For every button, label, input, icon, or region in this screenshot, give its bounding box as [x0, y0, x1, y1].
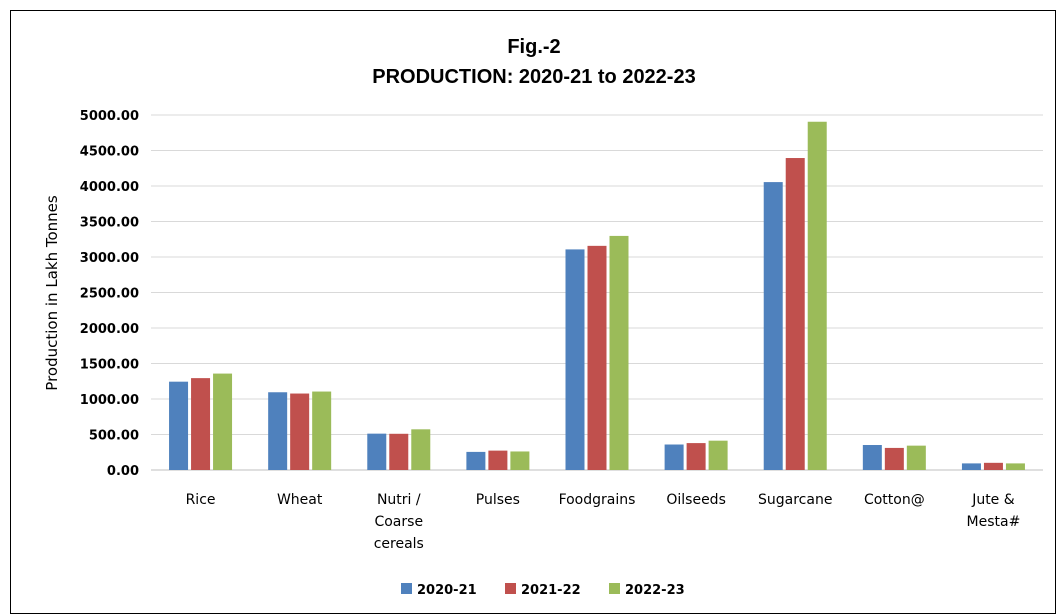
y-tick-label: 3000.00 [80, 251, 139, 266]
legend-label: 2020-21 [417, 583, 477, 598]
legend: 2020-21 2021-22 2022-23 [401, 583, 685, 598]
x-category-label: Nutri / Coarse cereals [374, 492, 424, 552]
legend-swatch [609, 583, 620, 594]
y-tick-label: 5000.00 [80, 109, 139, 124]
bar [213, 373, 233, 470]
bar [807, 121, 827, 471]
bar [268, 392, 288, 470]
bar [389, 433, 409, 470]
bar [169, 381, 189, 470]
y-tick-label: 1500.00 [80, 358, 139, 373]
bar-chart: Fig.-2 PRODUCTION: 2020-21 to 2022-23 Pr… [43, 36, 1043, 598]
legend-label: 2021-22 [521, 583, 581, 598]
x-category-label: Sugarcane [758, 492, 832, 508]
bar [609, 235, 629, 470]
x-category-label: Pulses [476, 492, 520, 508]
bar [1005, 463, 1025, 470]
y-axis-title: Production in Lakh Tonnes [43, 195, 61, 391]
x-category-label: Rice [186, 492, 216, 508]
bar [411, 429, 431, 470]
bar [290, 393, 310, 470]
bar [664, 444, 684, 470]
chart-title: Fig.-2 [507, 36, 560, 58]
bar [906, 445, 926, 470]
y-tick-label: 1000.00 [80, 393, 139, 408]
bar [312, 391, 332, 470]
y-axis-ticks: 0.00 500.00 1000.00 1500.00 2000.00 2500.00 30… [80, 109, 139, 479]
bar [862, 445, 882, 470]
y-tick-label: 3500.00 [80, 216, 139, 231]
bar [466, 451, 486, 470]
bar [884, 447, 904, 470]
bars [169, 121, 1025, 471]
bar [763, 182, 783, 470]
bar [961, 463, 981, 470]
bar [191, 378, 211, 470]
x-category-label: Cotton@ [864, 492, 925, 508]
x-category-label: Foodgrains [559, 492, 636, 508]
bar [488, 450, 508, 470]
x-category-label: Oilseeds [666, 492, 726, 508]
bar [510, 451, 530, 470]
y-tick-label: 4000.00 [80, 180, 139, 195]
y-tick-label: 2000.00 [80, 322, 139, 337]
chart-subtitle: PRODUCTION: 2020-21 to 2022-23 [372, 66, 695, 88]
legend-label: 2022-23 [625, 583, 685, 598]
y-tick-label: 500.00 [89, 429, 139, 444]
y-tick-label: 4500.00 [80, 145, 139, 160]
bar [686, 443, 706, 470]
bar [983, 462, 1003, 470]
x-category-label: Jute & Mesta# [967, 492, 1021, 530]
bar [565, 249, 585, 470]
bar [587, 245, 607, 470]
x-axis-categories: Rice Wheat Nutri / Coarse cereals Pulses Foodg… [186, 492, 1021, 552]
x-category-label: Wheat [277, 492, 323, 508]
bar [367, 433, 387, 470]
y-tick-label: 0.00 [107, 464, 139, 479]
y-tick-label: 2500.00 [80, 287, 139, 302]
legend-swatch [505, 583, 516, 594]
legend-swatch [401, 583, 412, 594]
bar [708, 440, 728, 470]
bar [785, 158, 805, 470]
chart-frame: Fig.-2 PRODUCTION: 2020-21 to 2022-23 Pr… [10, 10, 1056, 614]
